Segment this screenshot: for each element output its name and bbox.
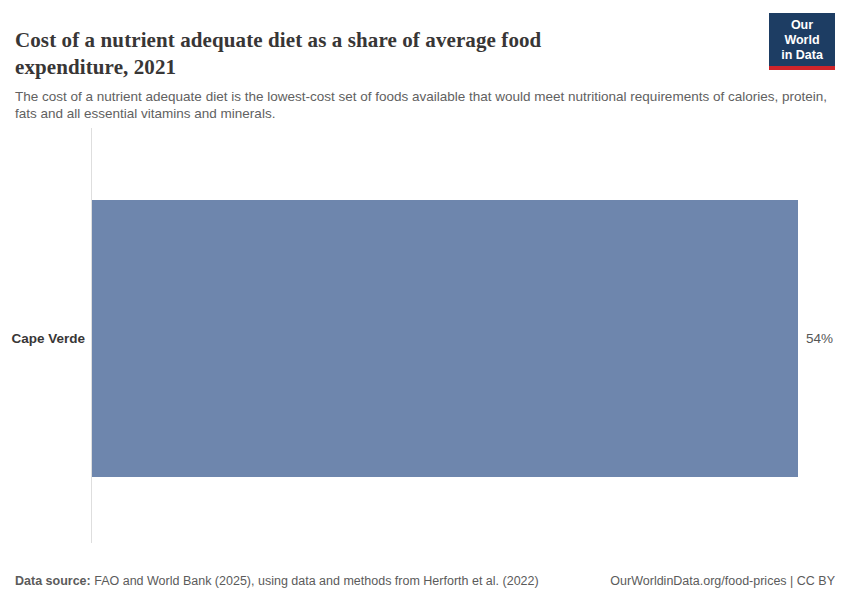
chart-footer: Data source: FAO and World Bank (2025), … — [15, 574, 835, 588]
data-source-note: Data source: FAO and World Bank (2025), … — [15, 574, 539, 588]
bar-cape-verde[interactable] — [92, 200, 798, 477]
bar-chart-plot: Cape Verde 54% — [0, 0, 850, 600]
data-source-text: FAO and World Bank (2025), using data an… — [91, 574, 539, 588]
value-label: 54% — [806, 331, 833, 346]
data-source-label: Data source: — [15, 574, 91, 588]
chart-canvas: Cost of a nutrient adequate diet as a sh… — [0, 0, 850, 600]
entity-label: Cape Verde — [0, 331, 85, 346]
license-note: OurWorldinData.org/food-prices | CC BY — [610, 574, 835, 588]
plot-area — [92, 200, 798, 477]
